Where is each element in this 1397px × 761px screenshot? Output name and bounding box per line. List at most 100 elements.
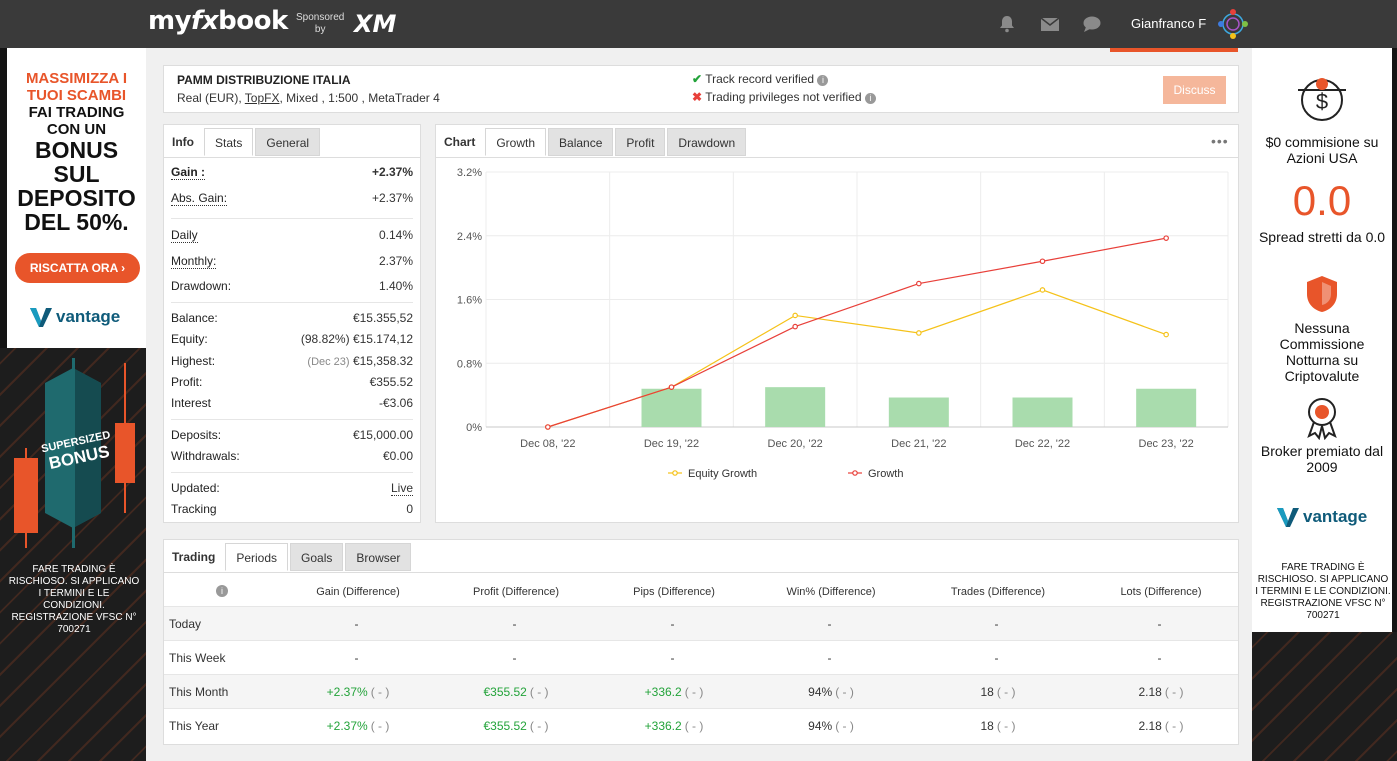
header-pips: Pips (Difference) [633,586,715,598]
table-row: This Month +2.37%( - ) €355.52( - ) +336.2(… [164,674,1238,708]
bonus-candlestick-art [14,358,135,548]
data-point [792,312,798,319]
table-cell: - [827,617,832,631]
right-ad-pattern [1252,632,1397,761]
ad-headline-1: MASSIMIZZA I [25,70,128,87]
ad-headline-2: TUOI SCAMBI [26,87,127,104]
y-tick-label: 0.8% [457,358,482,370]
discuss-button[interactable]: Discuss [1163,76,1226,104]
account-header-panel: PAMM DISTRIBUZIONE ITALIA Real (EUR), To… [163,65,1239,113]
track-record-status: ✔ Track record verified i [692,72,829,86]
y-tick-label: 2.4% [457,231,482,243]
stat-monthly: Monthly: 2.37% [171,254,413,269]
tab-periods[interactable]: Periods [225,543,289,571]
table-cell: - [354,651,359,665]
account-description: Real (EUR), TopFX, Mixed , 1:500 , MetaT… [177,91,440,105]
y-tick-label: 3.2% [457,167,482,179]
tab-stats[interactable]: Stats [204,128,254,156]
ad-right-item-3: Nessuna Commissione Notturna su Criptova… [1279,320,1365,384]
myfxbook-logo[interactable]: myfxbook [148,6,288,36]
tab-browser[interactable]: Browser [345,543,412,571]
stat-updated: Updated: Live [171,481,413,496]
header-trades: Trades (Difference) [950,586,1046,598]
table-cell: 2.18( - ) [1138,685,1184,699]
data-point [1039,258,1046,265]
tab-balance[interactable]: Balance [548,128,614,156]
table-cell: - [670,617,675,631]
ad-right-item-4: Broker premiato dal 2009 [1260,443,1384,475]
tab-info[interactable]: Info [172,135,194,149]
chart-bar [1136,388,1197,427]
growth-chart: 0% 0.8% 1.6% 2.4% 3.2% Dec 08, '22 Dec 19, '22… [457,167,1229,480]
stat-equity: Equity: (98.82%) €15.174,12 [171,332,413,346]
info-icon[interactable]: i [817,75,829,86]
stat-interest: Interest -€3.06 [171,396,413,410]
tab-chart[interactable]: Chart [444,135,476,149]
chart-menu-icon[interactable]: ••• [1211,133,1229,149]
username[interactable]: Gianfranco F [1131,16,1207,31]
info-icon[interactable]: i [864,93,876,104]
table-row: This Week - - - - - - [164,640,1238,674]
user-avatar[interactable] [1216,8,1250,40]
tab-profit[interactable]: Profit [615,128,666,156]
stat-profit: Profit: €355.52 [171,375,413,389]
legend-swatch-marker [672,470,678,476]
envelope-icon[interactable] [1040,14,1060,34]
table-cell: +336.2( - ) [644,719,704,733]
broker-link[interactable]: TopFX [244,91,280,105]
tab-goals[interactable]: Goals [290,543,344,571]
live-link[interactable]: Live [390,481,413,496]
table-cell: +2.37%( - ) [326,685,390,699]
table-cell: - [1157,617,1162,631]
ad-right-item-2: Spread stretti da 0.0 [1258,229,1386,245]
legend-label: Growth [868,468,903,480]
ad-headline-6: SUL [53,161,100,187]
ad-headline-5: BONUS [34,137,119,163]
tab-drawdown[interactable]: Drawdown [667,128,747,156]
chat-bubble-icon[interactable] [1082,14,1102,34]
shield-icon [1307,276,1337,312]
table-cell: 18( - ) [980,719,1016,733]
ad-headline-3: FAI TRADING [28,104,125,121]
table-cell: - [994,651,999,665]
header-lots: Lots (Difference) [1120,586,1202,598]
ad-cta-button[interactable]: RISCATTA ORA › [15,253,140,283]
main-content: PAMM DISTRIBUZIONE ITALIA Real (EUR), To… [146,48,1252,761]
table-cell: - [670,651,675,665]
ad-headline-4: CON UN [46,121,107,138]
info-icon[interactable]: i [216,585,228,597]
header-profit: Profit (Difference) [473,586,559,598]
legend-label: Equity Growth [688,468,757,480]
table-cell: +336.2( - ) [644,685,704,699]
chart-bar [888,397,949,427]
bell-icon[interactable] [997,14,1017,34]
period-label: This Week [169,651,226,665]
orange-button-edge[interactable] [1110,48,1238,52]
right-ad-banner[interactable]: $ $0 commisione su Azioni USA 0.0 Spread… [1252,48,1392,632]
left-ad-banner[interactable]: MASSIMIZZA I TUOI SCAMBI FAI TRADING CON… [7,48,146,348]
stat-daily: Daily 0.14% [171,228,413,243]
tab-trading[interactable]: Trading [172,550,216,564]
stat-tracking: Tracking 0 [171,502,413,516]
stat-abs-gain: Abs. Gain: +2.37% [171,191,413,206]
data-point [916,330,922,336]
data-point [792,323,798,330]
xm-sponsor-logo[interactable]: XM [354,10,397,38]
tab-general[interactable]: General [255,128,321,156]
tab-growth[interactable]: Growth [485,128,547,156]
left-ad-bonus[interactable]: SUPERSIZED BONUS FARE TRADING È RISCHIOS… [0,348,146,761]
legend-swatch-marker [852,470,858,476]
chart-bar [765,387,826,427]
vantage-logo-right: vantage [1276,504,1386,530]
period-label: This Month [169,685,229,699]
stats-panel: Info Stats General Gain : +2.37% Abs. Gai… [163,124,421,523]
table-cell: +2.37%( - ) [326,719,390,733]
account-name: PAMM DISTRIBUZIONE ITALIA [177,73,351,87]
table-cell: - [512,651,517,665]
cross-icon: ✖ [692,90,703,104]
x-tick-label: Dec 22, '22 [1015,438,1070,450]
table-cell: 94%( - ) [808,719,854,733]
data-point [1163,331,1169,338]
table-cell: - [512,617,517,631]
header-gain: Gain (Difference) [316,586,400,598]
